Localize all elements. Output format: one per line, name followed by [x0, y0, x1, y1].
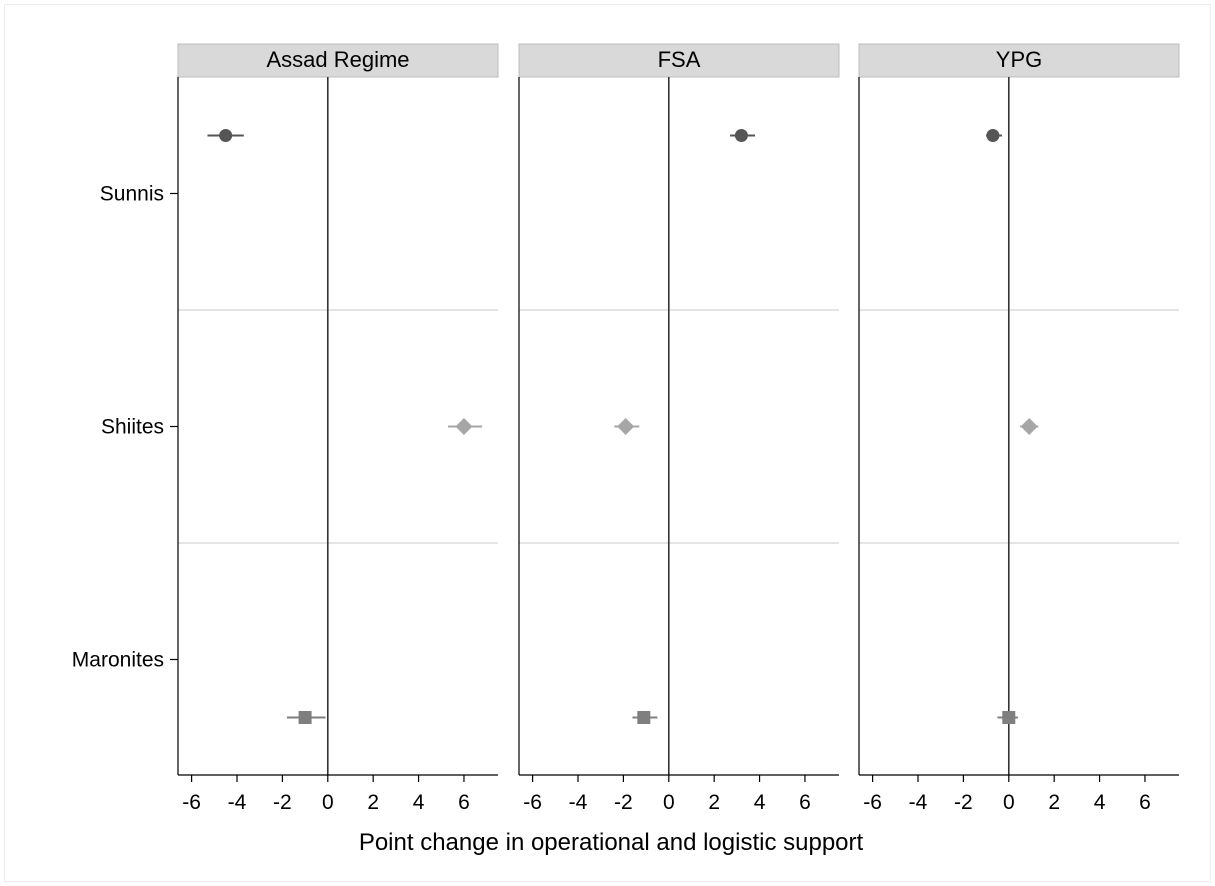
point-estimate-shiites: [617, 418, 635, 435]
x-axis-title: Point change in operational and logistic…: [359, 829, 864, 856]
x-tick-label: -6: [523, 791, 542, 814]
x-tick-label: 2: [367, 791, 379, 814]
point-estimate-shiites: [1020, 418, 1038, 435]
panel-header: [518, 43, 840, 78]
y-tick-label: Shiites: [101, 416, 164, 439]
chart-frame: [4, 4, 1211, 882]
panel-header: [177, 43, 499, 78]
panel-header: [858, 43, 1180, 78]
point-estimate-maronites: [637, 711, 651, 724]
x-tick-label: 0: [663, 791, 675, 814]
x-tick-label: -4: [909, 791, 928, 814]
x-tick-label: -4: [228, 791, 247, 814]
point-estimate-sunnis: [219, 129, 233, 142]
x-tick-label: -6: [182, 791, 201, 814]
panel-title: Assad Regime: [266, 47, 409, 72]
x-tick-label: 6: [458, 791, 470, 814]
y-tick-label: Maronites: [72, 649, 164, 672]
point-estimate-shiites: [455, 418, 473, 435]
point-estimate-maronites: [1002, 711, 1016, 724]
x-tick-label: 0: [1003, 791, 1015, 814]
x-tick-label: -4: [569, 791, 588, 814]
x-tick-label: -6: [863, 791, 882, 814]
point-estimate-sunnis: [734, 129, 748, 142]
x-tick-label: 4: [1094, 791, 1106, 814]
x-tick-label: -2: [614, 791, 633, 814]
x-tick-label: 4: [413, 791, 425, 814]
panel-title: FSA: [658, 47, 701, 72]
point-estimate-maronites: [298, 711, 312, 724]
x-tick-label: -2: [954, 791, 973, 814]
panel-title: YPG: [996, 47, 1042, 72]
y-tick-label: Sunnis: [100, 183, 164, 206]
point-estimate-sunnis: [986, 129, 1000, 142]
x-tick-label: 4: [754, 791, 766, 814]
x-tick-label: 2: [708, 791, 720, 814]
x-tick-label: 6: [799, 791, 811, 814]
x-tick-label: 2: [1048, 791, 1060, 814]
x-tick-label: -2: [273, 791, 292, 814]
x-tick-label: 0: [322, 791, 334, 814]
x-tick-label: 6: [1139, 791, 1151, 814]
